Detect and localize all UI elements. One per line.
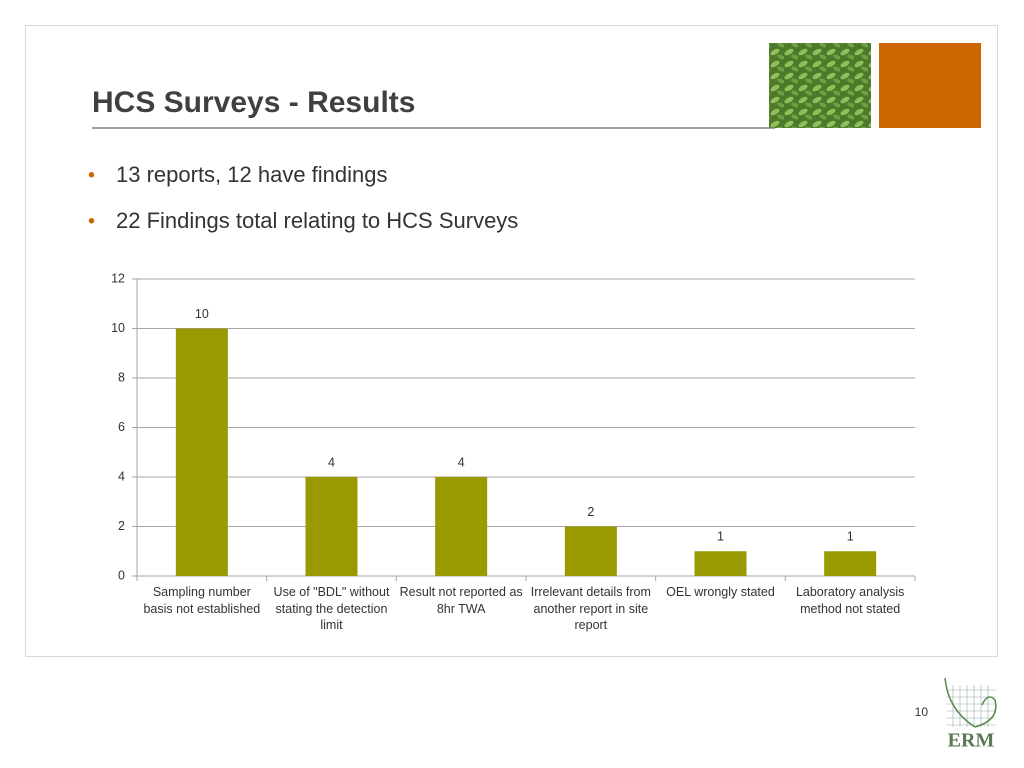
slide-frame [25,25,998,657]
chart: 0 2 4 6 8 10 12 10 4 4 2 1 1 [111,271,916,582]
bar [175,328,228,576]
y-tick-label: 6 [118,420,125,434]
bullet-text: 13 reports, 12 have findings [116,162,388,187]
logo-icon [944,677,997,728]
y-tick-label: 10 [111,321,125,335]
x-tick-label: Irrelevant details from another report i… [530,585,651,632]
data-label: 1 [847,530,854,544]
slide-title: HCS Surveys - Results [92,86,415,119]
data-label: 1 [717,530,724,544]
x-tick-label: OEL wrongly stated [666,585,775,599]
x-tick-label: Laboratory analysis method not stated [795,585,905,616]
bar [564,526,617,576]
data-label: 4 [328,455,335,469]
y-tick-label: 0 [118,568,125,582]
bar [694,551,747,576]
bullet-dot: • [88,210,95,232]
x-tick-label: Use of "BDL" without stating the detecti… [273,585,390,632]
y-tick-label: 2 [118,519,125,533]
bar [305,477,358,576]
y-tick-label: 12 [111,271,125,285]
logo-text: ERM [948,730,995,752]
bar [824,551,877,576]
leaf-image [769,43,871,128]
x-tick-label: Result not reported as 8hr TWA [399,585,523,616]
data-label: 10 [195,307,209,321]
data-label: 2 [587,505,594,519]
bullet-dot: • [88,164,95,186]
orange-block [879,43,981,128]
x-tick-label: Sampling number basis not established [143,585,261,616]
page-number: 10 [915,705,929,719]
data-label: 4 [458,455,465,469]
y-tick-label: 8 [118,370,125,384]
bar [435,477,488,576]
bullet-text: 22 Findings total relating to HCS Survey… [116,208,518,233]
y-tick-label: 4 [118,469,125,483]
